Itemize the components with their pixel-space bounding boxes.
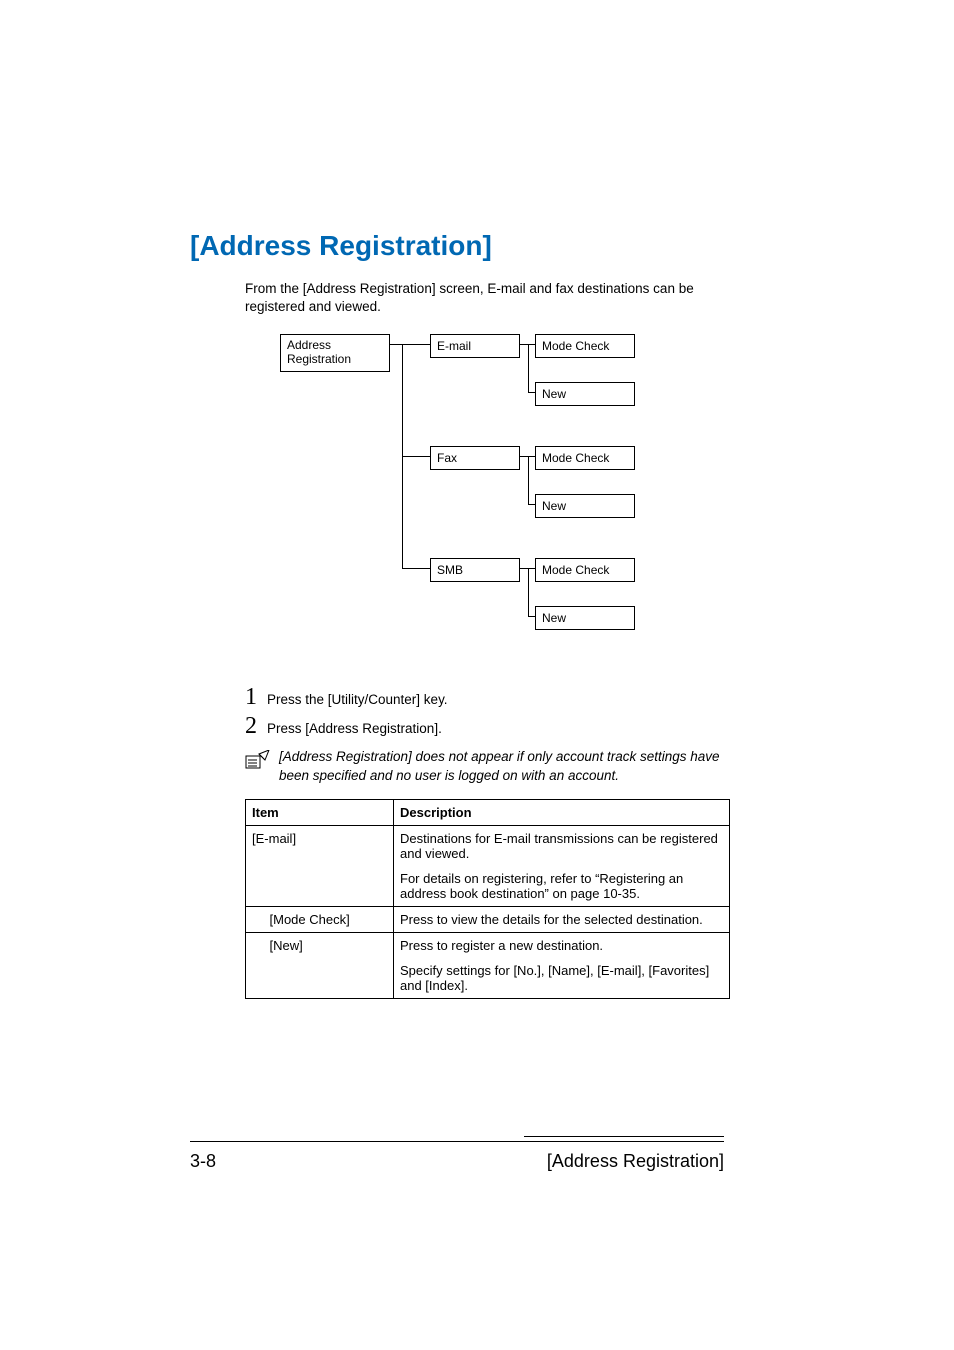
item-cell: [Mode Check] xyxy=(264,906,394,932)
step-2: 2 Press [Address Registration]. xyxy=(245,713,724,740)
table-header-row: Item Description xyxy=(246,799,730,825)
page-title: [Address Registration] xyxy=(190,230,724,262)
th-item: Item xyxy=(246,799,394,825)
item-cell: [New] xyxy=(264,932,394,998)
steps-list: 1 Press the [Utility/Counter] key. 2 Pre… xyxy=(245,684,724,740)
desc-cell: Destinations for E-mail transmissions ca… xyxy=(394,825,730,906)
flow-box: Fax xyxy=(430,446,520,470)
footer-page-number: 3-8 xyxy=(190,1151,216,1172)
flow-box: SMB xyxy=(430,558,520,582)
footer-rule-short xyxy=(524,1136,724,1137)
step-text: Press [Address Registration]. xyxy=(267,721,442,736)
item-cell: [E-mail] xyxy=(246,825,394,906)
footer-section: [Address Registration] xyxy=(547,1151,724,1172)
desc-cell: Press to view the details for the select… xyxy=(394,906,730,932)
flow-box: New xyxy=(535,382,635,406)
note: [Address Registration] does not appear i… xyxy=(245,748,724,784)
footer-rule xyxy=(190,1141,724,1142)
description-table: Item Description [E-mail]Destinations fo… xyxy=(245,799,730,999)
step-number: 2 xyxy=(245,713,267,740)
step-number: 1 xyxy=(245,684,267,711)
page-footer: 3-8 [Address Registration] xyxy=(190,1151,724,1172)
flow-box: E-mail xyxy=(430,334,520,358)
table-row: [New]Press to register a new destination… xyxy=(246,932,730,998)
indent-cell xyxy=(246,906,264,932)
table-row: [Mode Check]Press to view the details fo… xyxy=(246,906,730,932)
note-icon xyxy=(245,750,273,775)
step-1: 1 Press the [Utility/Counter] key. xyxy=(245,684,724,711)
th-desc: Description xyxy=(394,799,730,825)
flow-box: New xyxy=(535,494,635,518)
flow-box: Mode Check xyxy=(535,334,635,358)
page-content: [Address Registration] From the [Address… xyxy=(0,0,954,999)
flow-box: Mode Check xyxy=(535,446,635,470)
table-row: [E-mail]Destinations for E-mail transmis… xyxy=(246,825,730,906)
flowchart: Address Registration E-mail Mode Check New F… xyxy=(245,334,724,664)
step-text: Press the [Utility/Counter] key. xyxy=(267,692,448,707)
intro-text: From the [Address Registration] screen, … xyxy=(245,280,724,316)
note-text: [Address Registration] does not appear i… xyxy=(279,748,724,784)
indent-cell xyxy=(246,932,264,998)
flow-box: Mode Check xyxy=(535,558,635,582)
flow-box: New xyxy=(535,606,635,630)
desc-cell: Press to register a new destination.Spec… xyxy=(394,932,730,998)
flow-box: Address Registration xyxy=(280,334,390,372)
